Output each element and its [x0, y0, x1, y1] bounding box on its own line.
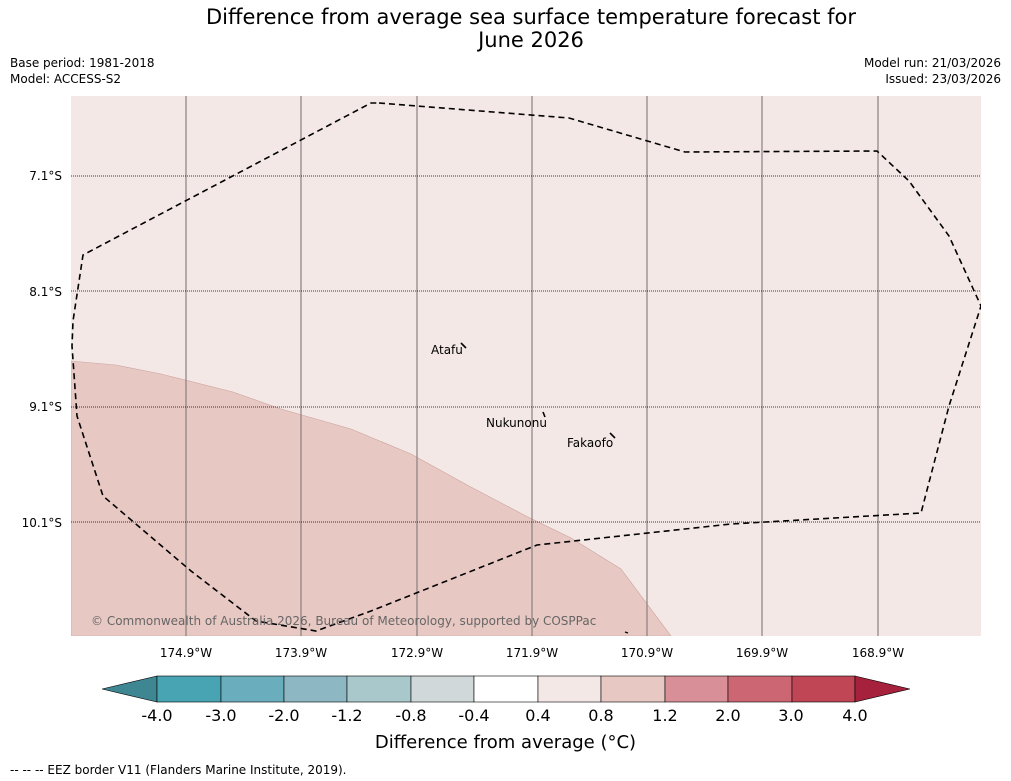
colorbar-label: 4.0 — [842, 706, 868, 725]
lat-label: 8.1°S — [29, 285, 62, 299]
colorbar-label: 3.0 — [778, 706, 804, 725]
place-nukunonu: Nukunonu — [486, 416, 547, 430]
copyright-notice: © Commonwealth of Australia 2026, Bureau… — [91, 614, 597, 628]
lon-label: 168.9°W — [851, 646, 905, 660]
colorbar-label: -4.0 — [141, 706, 173, 725]
model-name: Model: ACCESS-S2 — [10, 72, 122, 86]
colorbar-segment — [156, 675, 222, 703]
colorbar-title: Difference from average (°C) — [374, 732, 637, 753]
lon-label: 174.9°W — [159, 646, 213, 660]
colorbar-segment — [664, 675, 729, 703]
anomaly-region — [71, 360, 672, 636]
small-islet — [624, 631, 629, 634]
nukunonu-island — [542, 411, 546, 418]
colorbar-label: 0.8 — [588, 706, 614, 725]
colorbar-label: -2.0 — [268, 706, 300, 725]
colorbar-segment — [283, 675, 348, 703]
sst-map: Atafu Nukunonu Fakaofo © Commonwealth of… — [71, 96, 981, 636]
atafu-island — [460, 342, 467, 349]
lon-label: 169.9°W — [735, 646, 789, 660]
colorbar-extend-high — [854, 675, 911, 703]
lon-label: 172.9°W — [390, 646, 444, 660]
title-line-2: June 2026 — [478, 28, 584, 52]
lon-label: 173.9°W — [274, 646, 328, 660]
parallels — [71, 175, 981, 523]
page-title: Difference from average sea surface temp… — [0, 6, 1011, 52]
place-atafu: Atafu — [431, 343, 463, 357]
legend-footnote: -- -- -- EEZ border V11 (Flanders Marine… — [10, 763, 347, 777]
colorbar-segment — [346, 675, 412, 703]
map-svg — [71, 96, 981, 636]
lon-label: 170.9°W — [620, 646, 674, 660]
colorbar-label: -0.8 — [395, 706, 427, 725]
meridians — [185, 96, 879, 636]
model-run: Model run: 21/03/2026 — [863, 56, 1001, 70]
colorbar-label: -1.2 — [331, 706, 363, 725]
place-fakaofo: Fakaofo — [567, 436, 614, 450]
colorbar — [101, 675, 911, 703]
colorbar-label: 1.2 — [652, 706, 678, 725]
lat-label: 10.1°S — [21, 516, 62, 530]
colorbar-label: 0.4 — [525, 706, 551, 725]
colorbar-segment — [410, 675, 475, 703]
colorbar-segment — [600, 675, 666, 703]
colorbar-extend-low — [101, 675, 158, 703]
lat-label: 9.1°S — [29, 400, 62, 414]
colorbar-label: -3.0 — [205, 706, 237, 725]
colorbar-segment — [220, 675, 285, 703]
colorbar-segment — [791, 675, 856, 703]
colorbar-label: 2.0 — [715, 706, 741, 725]
issued-date: Issued: 23/03/2026 — [885, 72, 1001, 86]
lat-label: 7.1°S — [29, 169, 62, 183]
fakaofo-island — [609, 432, 616, 439]
colorbar-segment — [537, 675, 602, 703]
eez-border — [71, 102, 981, 632]
colorbar-label: -0.4 — [458, 706, 490, 725]
lon-label: 171.9°W — [505, 646, 559, 660]
colorbar-segment — [727, 675, 793, 703]
colorbar-segment — [473, 675, 539, 703]
title-line-1: Difference from average sea surface temp… — [206, 5, 856, 29]
base-period: Base period: 1981-2018 — [10, 56, 155, 70]
